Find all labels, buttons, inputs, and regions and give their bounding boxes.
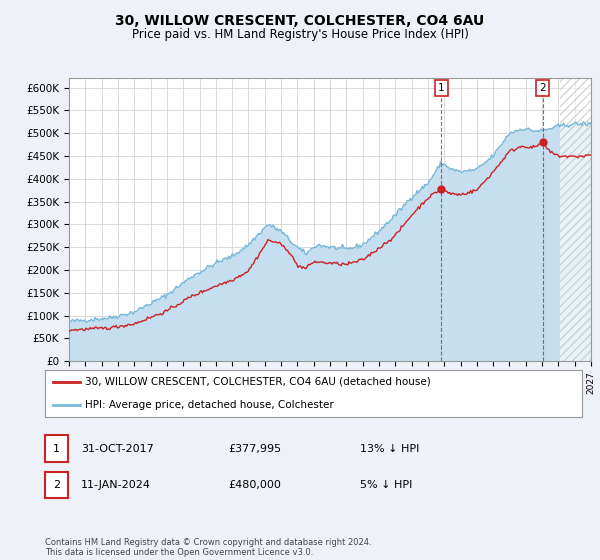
Text: 30, WILLOW CRESCENT, COLCHESTER, CO4 6AU: 30, WILLOW CRESCENT, COLCHESTER, CO4 6AU bbox=[115, 14, 485, 28]
Text: 2: 2 bbox=[53, 480, 60, 490]
Text: 2: 2 bbox=[539, 83, 546, 92]
Text: 30, WILLOW CRESCENT, COLCHESTER, CO4 6AU (detached house): 30, WILLOW CRESCENT, COLCHESTER, CO4 6AU… bbox=[85, 376, 431, 386]
Text: 1: 1 bbox=[53, 444, 60, 454]
Text: 13% ↓ HPI: 13% ↓ HPI bbox=[360, 444, 419, 454]
Text: £377,995: £377,995 bbox=[228, 444, 281, 454]
Text: 11-JAN-2024: 11-JAN-2024 bbox=[81, 480, 151, 490]
Text: Contains HM Land Registry data © Crown copyright and database right 2024.
This d: Contains HM Land Registry data © Crown c… bbox=[45, 538, 371, 557]
Text: 5% ↓ HPI: 5% ↓ HPI bbox=[360, 480, 412, 490]
Text: 1: 1 bbox=[438, 83, 445, 92]
Text: HPI: Average price, detached house, Colchester: HPI: Average price, detached house, Colc… bbox=[85, 400, 334, 410]
Text: Price paid vs. HM Land Registry's House Price Index (HPI): Price paid vs. HM Land Registry's House … bbox=[131, 28, 469, 41]
Text: 31-OCT-2017: 31-OCT-2017 bbox=[81, 444, 154, 454]
Text: £480,000: £480,000 bbox=[228, 480, 281, 490]
